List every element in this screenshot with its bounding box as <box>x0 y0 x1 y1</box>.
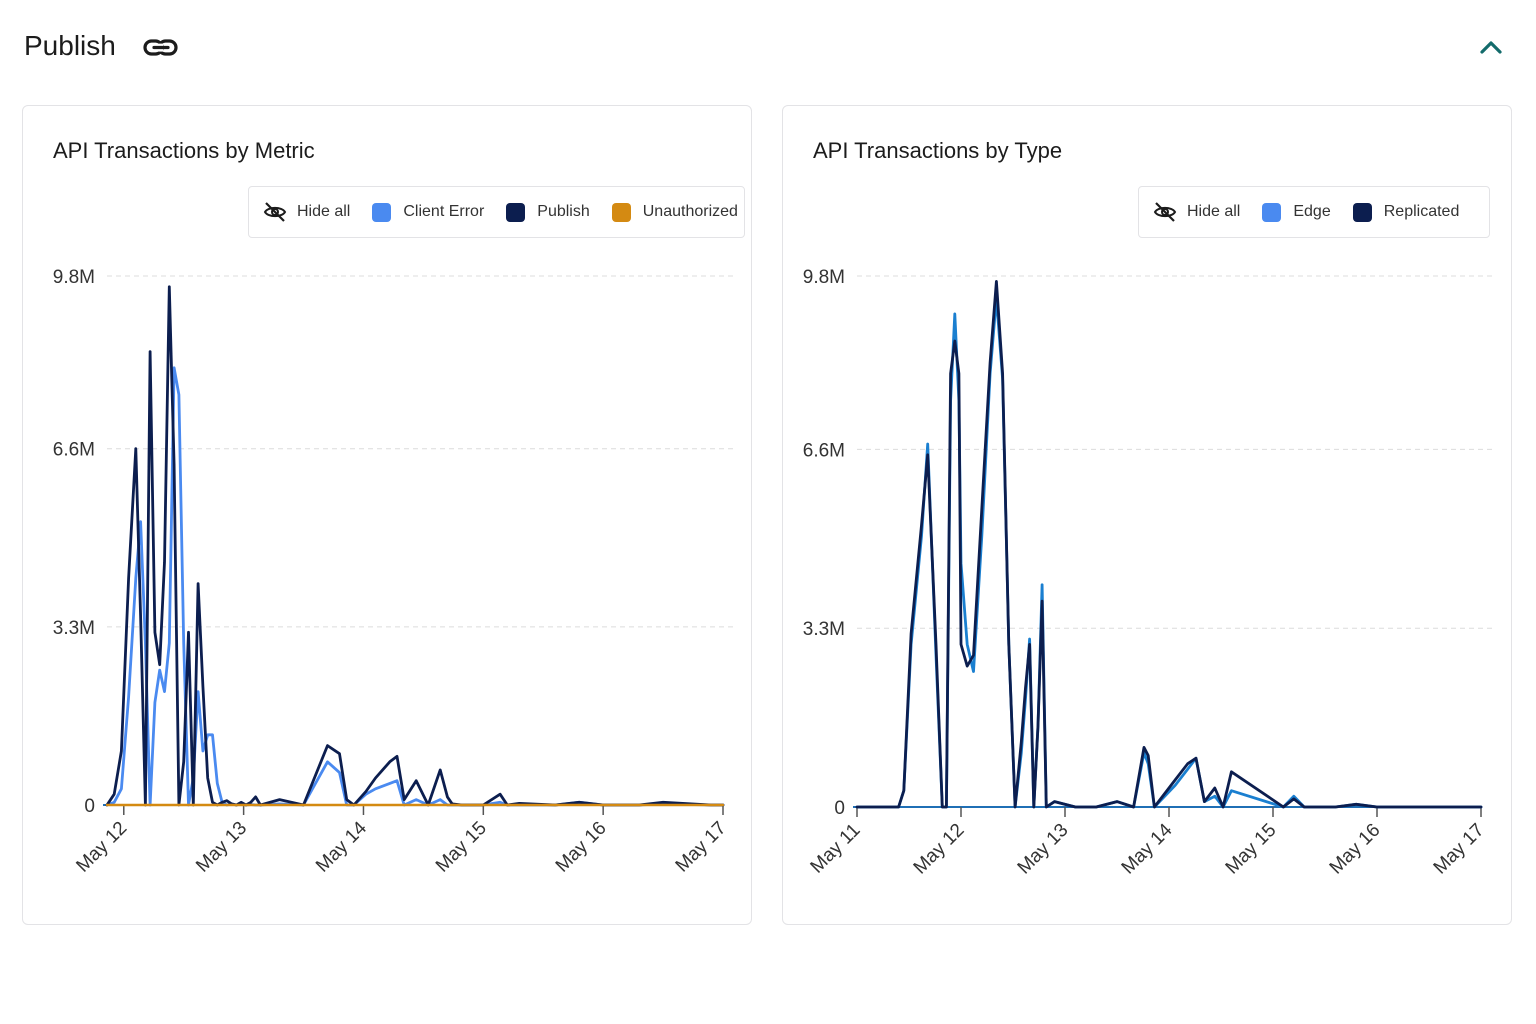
x-tick-label: May 14 <box>1118 819 1177 878</box>
legend-swatch <box>1352 202 1372 222</box>
legend-item-unauthorized[interactable]: Unauthorized <box>611 202 738 222</box>
x-tick-label: May 16 <box>1326 820 1385 879</box>
chart-title: API Transactions by Type <box>813 138 1063 163</box>
legend-label: Replicated <box>1383 203 1460 220</box>
x-tick-label: May 13 <box>1014 820 1073 879</box>
legend-label: Unauthorized <box>642 203 738 220</box>
page-title: Publish <box>24 30 116 61</box>
legend-swatch <box>611 202 631 222</box>
x-tick-label: May 16 <box>552 818 611 877</box>
x-tick-label: May 17 <box>1430 820 1489 879</box>
y-tick-label: 6.6M <box>803 440 845 461</box>
hide-all-label: Hide all <box>1187 203 1241 220</box>
line-chart-metric: 0 3.3M 6.6M 9.8M May 12 May 13 May 14 May 15 May… <box>53 267 737 877</box>
y-tick-label: 9.8M <box>803 267 845 288</box>
x-tick-label: May 12 <box>72 818 131 877</box>
chart-legend: Hide all Edge Replicated <box>1138 186 1490 238</box>
chart-card-type: API Transactions by Type Hide all Edge R… <box>782 105 1512 925</box>
eye-off-icon <box>1153 202 1177 222</box>
hide-all-button[interactable]: Hide all <box>1153 201 1240 223</box>
line-chart-type: 0 3.3M 6.6M 9.8M May 11 May 12 May 13 May 14 May… <box>803 267 1495 879</box>
chevron-up-icon[interactable] <box>1476 34 1506 60</box>
chart-title: API Transactions by Metric <box>53 138 315 163</box>
x-tick-label: May 13 <box>192 818 251 877</box>
legend-item-edge[interactable]: Edge <box>1262 202 1331 222</box>
legend-swatch <box>372 202 392 222</box>
hide-all-label: Hide all <box>297 203 351 220</box>
y-tick-label: 3.3M <box>53 618 95 639</box>
x-tick-label: May 12 <box>910 820 969 879</box>
page-header: Publish <box>0 0 1536 96</box>
series-line-replicated[interactable] <box>855 279 1483 809</box>
hide-all-button[interactable]: Hide all <box>263 201 350 223</box>
eye-off-icon <box>263 202 287 222</box>
chart-legend: Hide all Client Error Publish Unauthoriz… <box>248 186 745 238</box>
legend-label: Publish <box>537 203 590 220</box>
legend-label: Client Error <box>403 203 485 220</box>
y-tick-label: 3.3M <box>803 619 845 640</box>
y-tick-label: 6.6M <box>53 440 95 461</box>
legend-item-replicated[interactable]: Replicated <box>1352 202 1460 222</box>
x-tick-label: May 14 <box>312 817 371 876</box>
legend-swatch <box>1262 202 1282 222</box>
legend-label: Edge <box>1293 203 1331 220</box>
legend-item-publish[interactable]: Publish <box>506 202 590 222</box>
x-tick-label: May 17 <box>672 818 731 877</box>
series-line-publish[interactable] <box>105 285 725 807</box>
chart-card-metric: API Transactions by Metric Hide all Clie… <box>22 105 752 925</box>
legend-swatch <box>506 202 526 222</box>
x-tick-label: May 15 <box>432 818 491 877</box>
link-icon[interactable] <box>143 34 179 62</box>
y-tick-label: 9.8M <box>53 267 95 288</box>
y-tick-label: 0 <box>834 798 845 819</box>
x-tick-label: May 11 <box>807 820 865 878</box>
legend-item-client-error[interactable]: Client Error <box>372 202 485 222</box>
y-tick-label: 0 <box>84 796 95 817</box>
x-tick-label: May 15 <box>1222 820 1281 879</box>
